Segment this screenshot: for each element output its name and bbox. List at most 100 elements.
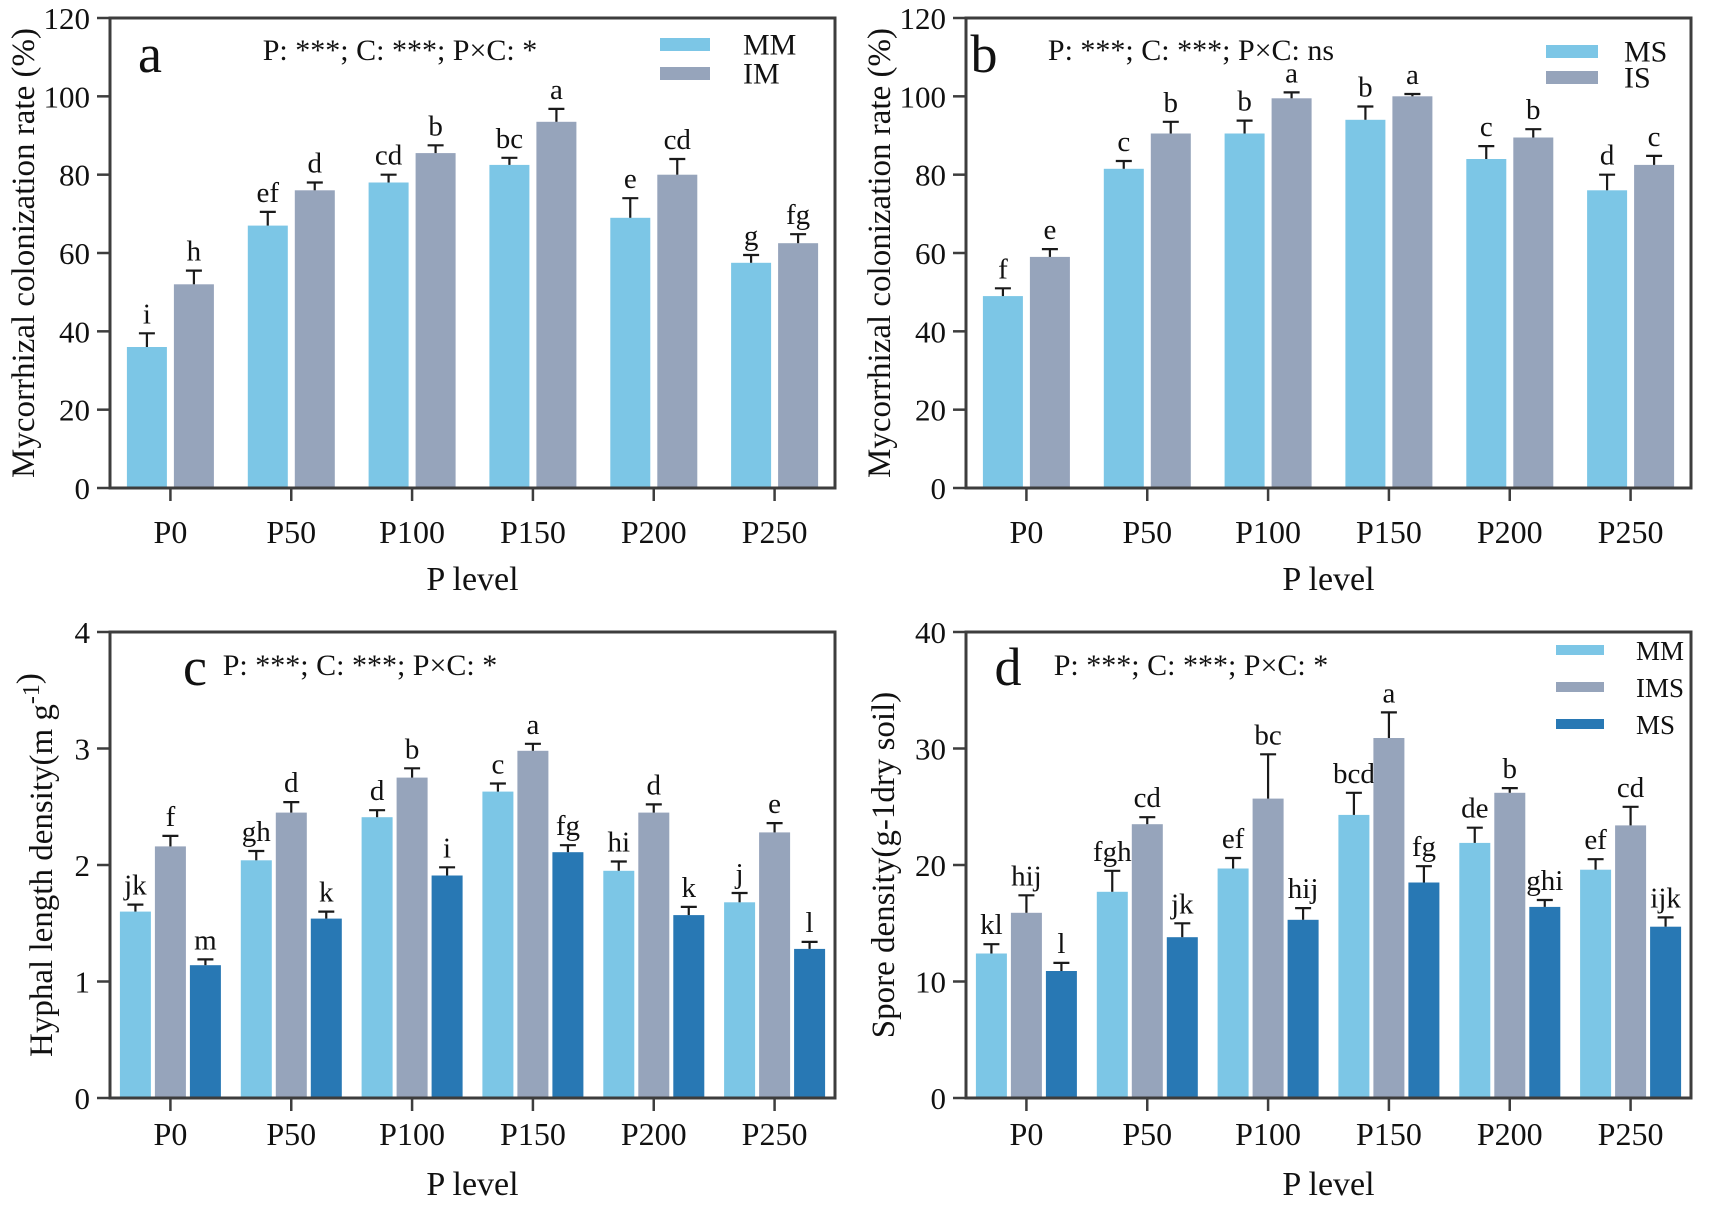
x-tick-label: P50 — [1122, 1116, 1172, 1152]
bar-MS-P0 — [189, 965, 221, 1098]
bar-IS-P200 — [1513, 137, 1554, 488]
panel-letter: d — [995, 637, 1022, 697]
bar-IM-P250 — [778, 243, 819, 488]
y-tick-label: 60 — [915, 236, 946, 271]
significance-letter: cd — [664, 124, 692, 156]
significance-letter: fg — [1412, 831, 1436, 863]
y-tick-label: 10 — [915, 965, 946, 1000]
significance-letter: bc — [1254, 719, 1281, 751]
legend-swatch-MS — [1546, 45, 1598, 58]
x-tick-label: P200 — [621, 514, 687, 550]
y-axis-label: Mycorrhizal colonization rate (%) — [6, 28, 42, 478]
x-tick-label: P250 — [742, 514, 808, 550]
significance-letter: j — [735, 858, 744, 890]
significance-letter: b — [1358, 72, 1373, 104]
significance-letter: e — [768, 788, 781, 820]
bar-MM-P250 — [1580, 869, 1612, 1098]
significance-letter: e — [624, 163, 637, 195]
stats-annotation: P: ***; C: ***; P×C: ns — [1048, 34, 1334, 67]
significance-letter: l — [806, 907, 814, 939]
y-tick-label: 20 — [59, 393, 90, 428]
y-tick-label: 100 — [44, 79, 91, 114]
x-tick-label: P200 — [1477, 514, 1543, 550]
bar-IMS-P150 — [517, 750, 549, 1098]
bar-IMS-P250 — [1615, 825, 1647, 1098]
bar-MS-P250 — [1650, 926, 1682, 1098]
legend-swatch-MM — [1556, 645, 1604, 655]
bar-MM-P0 — [126, 347, 167, 488]
significance-letter: b — [405, 733, 420, 765]
stats-annotation: P: ***; C: ***; P×C: * — [223, 649, 497, 682]
x-tick-label: P100 — [1235, 514, 1301, 550]
bar-IMS-P50 — [1131, 824, 1163, 1098]
significance-letter: ef — [1222, 823, 1245, 855]
bar-MS-P250 — [794, 948, 826, 1098]
x-axis-label: P level — [1282, 561, 1374, 595]
bar-MM-P200 — [610, 217, 651, 489]
significance-letter: a — [1406, 59, 1419, 91]
bar-MS-P100 — [1224, 133, 1265, 488]
bar-MS-P150 — [1345, 119, 1386, 489]
significance-letter: c — [491, 749, 504, 781]
significance-letter: c — [1648, 121, 1661, 153]
x-tick-label: P100 — [1235, 1116, 1301, 1152]
y-tick-label: 80 — [59, 158, 90, 193]
bar-MM-P0 — [975, 953, 1007, 1098]
x-tick-label: P100 — [379, 1116, 445, 1152]
panel-letter: a — [138, 24, 162, 84]
significance-letter: i — [143, 298, 151, 330]
x-tick-label: P0 — [154, 1116, 188, 1152]
significance-letter: b — [1503, 753, 1518, 785]
significance-letter: hij — [1288, 873, 1319, 905]
bar-MS-P100 — [431, 875, 463, 1098]
y-axis-label: Hyphal length density(m g-1) — [11, 673, 60, 1057]
y-axis-label: Mycorrhizal colonization rate (%) — [862, 28, 898, 478]
significance-letter: gh — [242, 816, 272, 848]
significance-letter: cd — [375, 140, 403, 172]
y-tick-label: 40 — [915, 314, 946, 349]
bar-IS-P100 — [1271, 98, 1312, 489]
bar-MM-P250 — [731, 262, 772, 488]
bar-IMS-P200 — [1494, 792, 1526, 1098]
bar-MS-P250 — [1587, 190, 1628, 489]
x-tick-label: P250 — [742, 1116, 808, 1152]
significance-letter: f — [998, 253, 1008, 285]
bar-IS-P0 — [1029, 256, 1070, 488]
legend-label-MS: MS — [1636, 710, 1675, 740]
chart-b: f c b b c d e b a a b c 0 20 40 60 80 100 120 P0 P50 P100 P150… — [862, 1, 1693, 595]
significance-letter: ijk — [1650, 882, 1681, 914]
legend-swatch-IMS — [1556, 682, 1604, 692]
x-tick-label: P250 — [1598, 514, 1664, 550]
plot-box — [108, 16, 837, 490]
bar-IMS-P0 — [1010, 912, 1042, 1098]
y-tick-label: 20 — [915, 848, 946, 883]
x-axis-label: P level — [426, 561, 518, 595]
significance-letter: hij — [1011, 860, 1042, 892]
bar-MM-P200 — [603, 870, 635, 1098]
bar-MS-P0 — [982, 296, 1023, 488]
legend-label-IMS: IMS — [1636, 673, 1684, 703]
significance-letter: hi — [607, 827, 630, 859]
legend-label-MS: MS — [1624, 36, 1667, 69]
significance-letter: bc — [496, 123, 523, 155]
x-tick-label: P150 — [1356, 1116, 1422, 1152]
significance-letter: a — [1285, 57, 1298, 89]
bar-MM-P150 — [482, 791, 514, 1098]
significance-letter: g — [744, 220, 759, 252]
significance-letter: ef — [256, 177, 279, 209]
bar-IS-P150 — [1392, 96, 1433, 489]
bar-MM-P100 — [368, 182, 409, 488]
significance-letter: b — [1526, 94, 1541, 126]
bar-IM-P100 — [415, 153, 456, 488]
x-axis-label: P level — [426, 1166, 518, 1203]
significance-letter: ghi — [1526, 865, 1563, 897]
y-axis-label: Spore density(g-1dry soil) — [866, 692, 902, 1038]
stats-annotation: P: ***; C: ***; P×C: * — [263, 34, 537, 67]
bar-MS-P200 — [1529, 906, 1561, 1098]
bar-MM-P50 — [1096, 891, 1128, 1098]
bar-MS-P0 — [1045, 971, 1077, 1098]
y-tick-label: 0 — [75, 1081, 91, 1116]
significance-letter: f — [166, 801, 176, 833]
y-tick-label: 2 — [75, 848, 91, 883]
significance-letter: bcd — [1333, 758, 1375, 790]
